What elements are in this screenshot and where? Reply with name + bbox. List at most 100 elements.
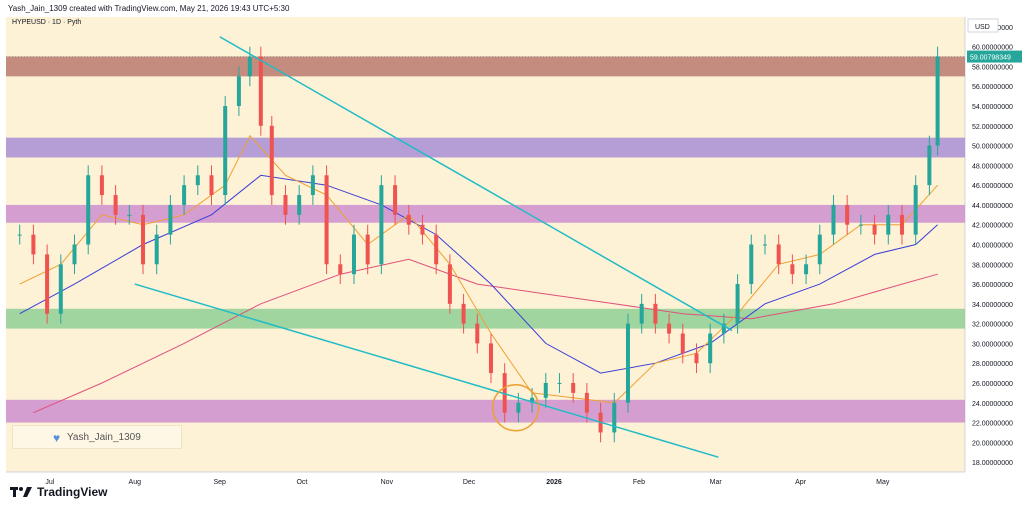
candle-17 [247,56,252,77]
y-tick-label-9: 44.00000000 [972,203,1013,210]
candle-16 [236,76,241,107]
candle-26 [365,234,370,265]
ma-fast-line [19,134,938,404]
y-tick-label-5: 52.00000000 [972,124,1013,131]
y-tick-label-3: 56.00000000 [972,84,1013,91]
candle-56 [776,244,781,265]
symbol-label: HYPEUSD · 1D · Pyth [12,19,82,26]
candle-27 [379,185,384,265]
candle-54 [749,244,754,285]
brand-name: TradingView [37,485,108,499]
candle-25 [351,234,356,275]
zone-4 [6,399,965,423]
highlight-circle [491,383,540,432]
candle-35 [488,343,493,374]
tradingview-logo-icon [10,487,32,497]
x-tick-label-0: Jul [45,479,54,486]
y-tick-label-13: 36.00000000 [972,282,1013,289]
trendline-0 [219,36,733,332]
ma-slow-line [33,258,938,414]
y-tick-label-21: 20.00000000 [972,440,1013,447]
candle-22 [310,175,315,196]
candle-59 [817,234,822,265]
candle-23 [324,175,329,265]
candle-61 [845,204,850,225]
candle-51 [708,333,713,364]
y-tick-label-4: 54.00000000 [972,104,1013,111]
y-tick-label-8: 46.00000000 [972,183,1013,190]
candle-58 [804,264,809,275]
candle-33 [461,303,466,324]
candle-50 [694,353,699,364]
candle-36 [502,373,507,413]
candle-39 [543,382,548,398]
candle-2 [45,254,50,314]
x-tick-label-2: Sep [213,479,226,486]
candle-13 [195,175,200,186]
candle-10 [154,234,159,265]
candle-44 [612,402,617,433]
y-tick-label-22: 18.00000000 [972,460,1013,467]
candle-21 [297,195,302,215]
x-tick-label-6: 2026 [546,479,562,486]
candle-41 [571,382,576,393]
currency-label: USD [975,24,990,31]
zone-1 [6,137,965,158]
last-price-badge [967,50,1022,63]
y-tick-label-18: 26.00000000 [972,381,1013,388]
plot-background [6,17,965,472]
candle-0 [17,234,22,236]
candle-67 [927,145,932,186]
candle-62 [858,224,863,226]
candle-40 [557,382,562,384]
x-tick-label-1: Aug [129,479,142,486]
candle-52 [721,323,726,334]
y-tick-label-19: 24.00000000 [972,401,1013,408]
x-tick-label-4: Nov [381,479,394,486]
candle-57 [790,264,795,275]
candle-6 [99,175,104,196]
zone-0 [6,56,965,77]
candle-34 [475,323,480,344]
candle-11 [168,204,173,235]
author-watermark: ♥ Yash_Jain_1309 [12,425,182,449]
candle-19 [269,125,274,196]
candle-55 [762,244,767,246]
candle-24 [338,264,343,275]
y-tick-label-6: 50.00000000 [972,144,1013,151]
last-price-label: 59.00798349 [970,55,1011,62]
candle-53 [735,284,740,324]
y-tick-label-15: 32.00000000 [972,322,1013,329]
y-tick-label-17: 28.00000000 [972,361,1013,368]
y-tick-label-20: 22.00000000 [972,421,1013,428]
candle-15 [223,106,228,196]
candle-64 [886,214,891,235]
candle-37 [516,402,521,413]
candle-31 [434,234,439,265]
candle-4 [72,244,77,265]
candle-3 [58,264,63,314]
candle-65 [899,214,904,235]
candle-20 [283,195,288,215]
y-tick-label-7: 48.00000000 [972,163,1013,170]
candle-7 [113,195,118,215]
candle-29 [406,214,411,225]
candle-32 [447,264,452,304]
chart-caption: Yash_Jain_1309 created with TradingView.… [8,4,290,13]
ma-mid-line [19,174,938,374]
footer-brand[interactable]: TradingView [10,485,107,499]
candle-63 [872,224,877,235]
candle-28 [393,185,398,215]
candle-9 [141,214,145,265]
candle-47 [653,303,658,324]
heart-icon: ♥ [53,431,61,445]
candle-12 [182,185,187,205]
x-tick-label-10: May [876,479,890,486]
candle-46 [639,303,644,324]
y-tick-label-11: 40.00000000 [972,243,1013,250]
trendline-1 [134,283,719,458]
zone-3 [6,308,965,329]
candle-18 [258,56,263,126]
x-tick-label-8: Mar [710,479,723,486]
